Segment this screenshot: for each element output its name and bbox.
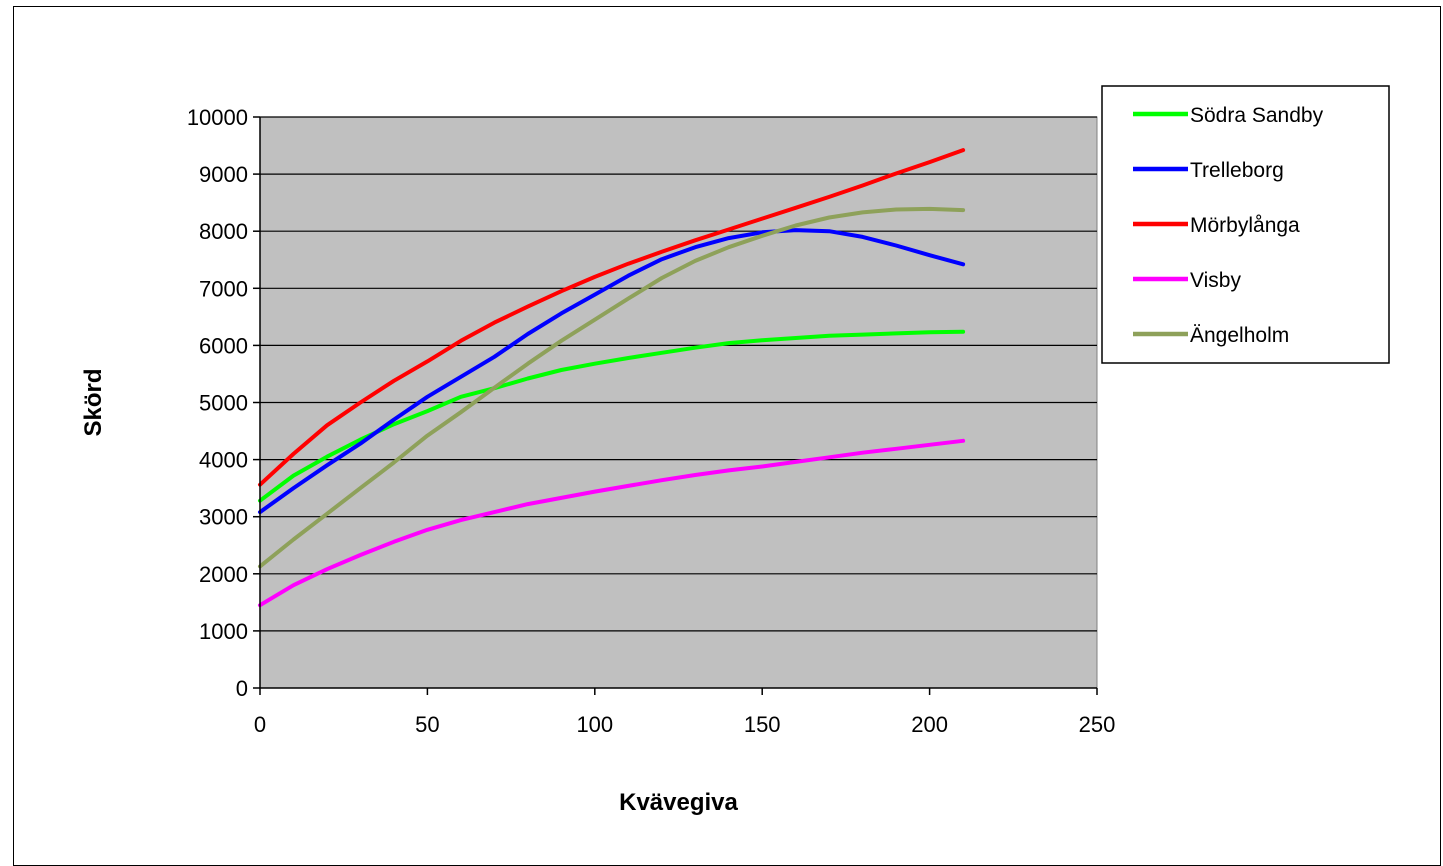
x-tick-labels: 0 50 100 150 200 250 — [254, 712, 1115, 737]
x-tick-label: 50 — [415, 712, 439, 737]
legend-label: Ängelholm — [1190, 324, 1289, 347]
y-tick-label: 7000 — [199, 276, 248, 301]
x-tick-label: 100 — [576, 712, 613, 737]
y-tick-label: 1000 — [199, 619, 248, 644]
y-axis-title: Skörd — [80, 368, 107, 436]
series-line-5 — [258, 206, 966, 569]
x-axis-title: Kvävegiva — [619, 789, 738, 816]
y-tick-label: 4000 — [199, 448, 248, 473]
y-tick-label: 10000 — [187, 105, 248, 130]
y-tick-label: 9000 — [199, 162, 248, 187]
series-line-3 — [258, 148, 966, 487]
legend-label: Södra Sandby — [1190, 104, 1324, 127]
x-tick-label: 150 — [744, 712, 781, 737]
legend: Södra Sandby Trelleborg Mörbylånga Visby Äng… — [1101, 85, 1390, 364]
legend-label: Visby — [1190, 269, 1241, 292]
gridlines — [260, 116, 1097, 632]
y-tick-label: 0 — [236, 676, 248, 701]
y-tick-labels: 0 1000 2000 3000 4000 5000 6000 7000 8000 9000 100… — [187, 105, 248, 701]
axes — [253, 116, 1098, 695]
x-tick-label: 200 — [911, 712, 948, 737]
y-tick-label: 6000 — [199, 333, 248, 358]
x-tick-label: 250 — [1079, 712, 1116, 737]
series-lines — [258, 148, 966, 608]
y-tick-label: 8000 — [199, 219, 248, 244]
x-tick-label: 0 — [254, 712, 266, 737]
series-line-2 — [258, 228, 966, 515]
y-tick-label: 5000 — [199, 391, 248, 416]
y-tick-label: 3000 — [199, 505, 248, 530]
series-line-4 — [258, 438, 966, 608]
legend-label: Trelleborg — [1190, 159, 1284, 182]
legend-label: Mörbylånga — [1190, 214, 1300, 237]
y-tick-label: 2000 — [199, 562, 248, 587]
